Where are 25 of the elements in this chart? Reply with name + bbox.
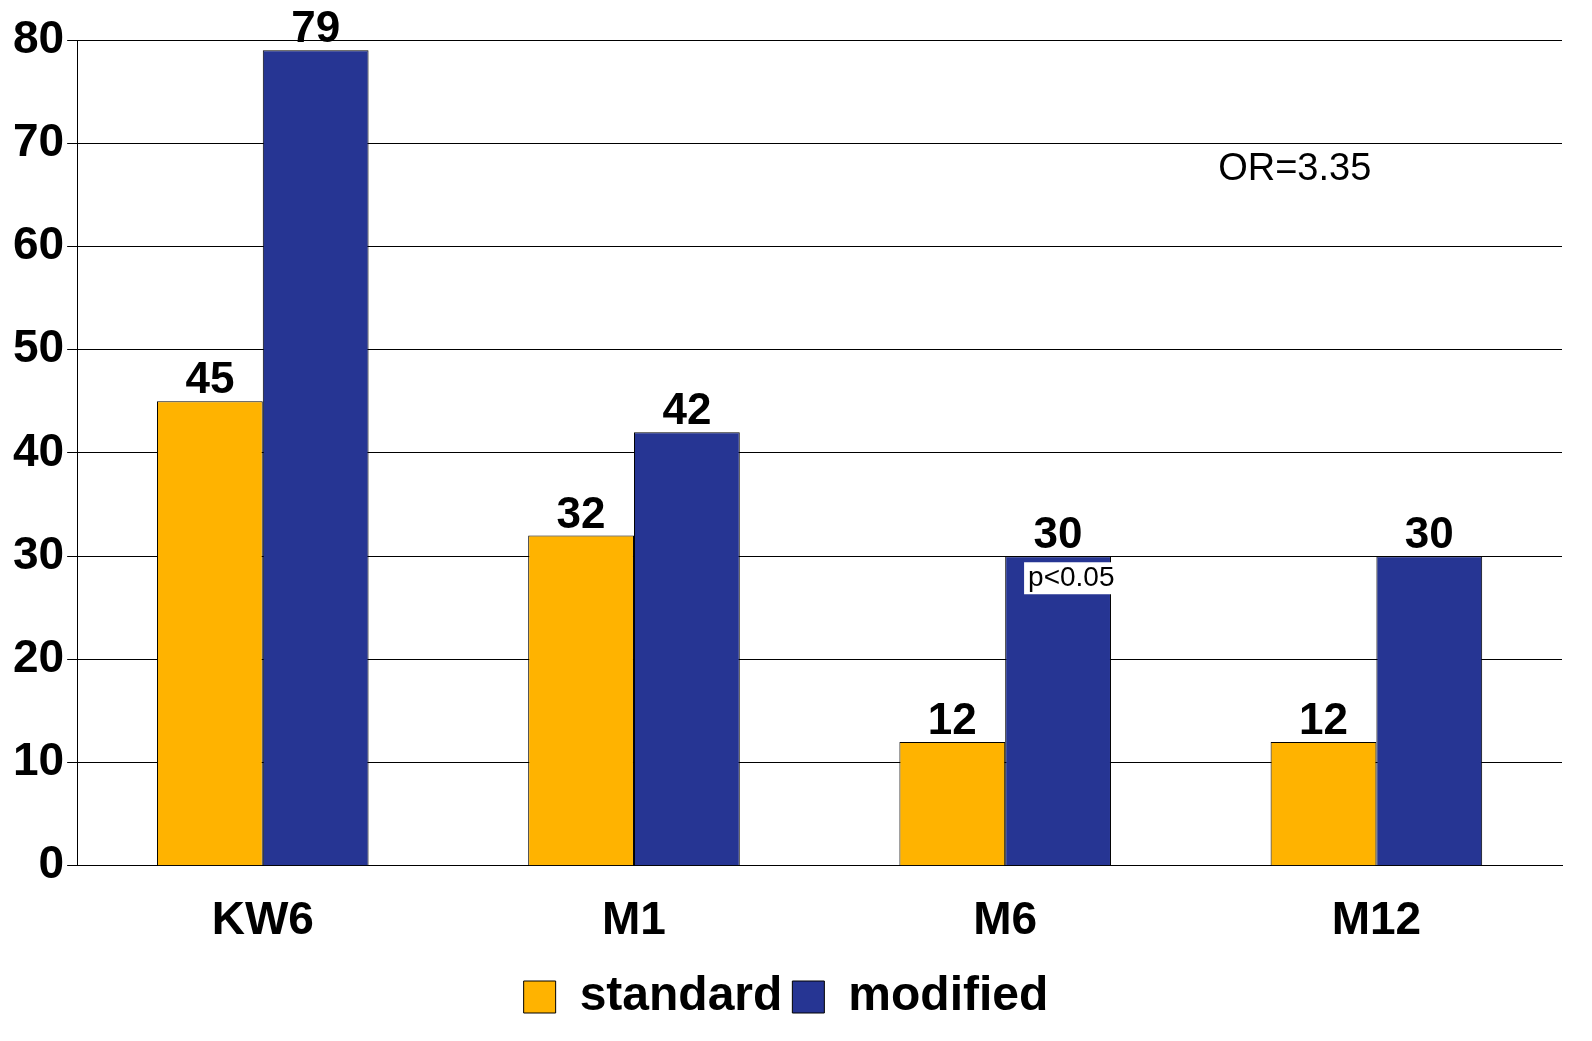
x-tick-label: M6 [973, 892, 1038, 945]
x-tick-label: M1 [602, 892, 666, 945]
legend-label: standard [579, 967, 783, 1021]
data-label: 30 [1033, 508, 1083, 558]
y-tick-label: 30 [12, 526, 65, 579]
y-tick-label: 50 [12, 320, 65, 373]
y-tick-label: 70 [12, 113, 65, 166]
annotation: OR=3.35 [1218, 146, 1372, 189]
y-tick-label: 0 [38, 836, 65, 889]
data-label: 45 [185, 353, 235, 403]
data-label: 30 [1404, 508, 1454, 558]
data-label: 42 [662, 384, 712, 434]
x-tick-label: KW6 [211, 892, 314, 945]
x-tick-label: M12 [1331, 892, 1422, 945]
legend-label: modified [848, 967, 1049, 1021]
y-tick-label: 10 [12, 733, 65, 786]
y-tick-label: 80 [12, 10, 65, 63]
y-tick-label: 40 [12, 423, 65, 476]
data-label: 32 [556, 487, 606, 537]
data-label: 12 [1299, 694, 1348, 744]
data-label: 12 [927, 694, 977, 744]
y-tick-label: 60 [12, 217, 65, 270]
annotation: p<0.05 [1028, 560, 1115, 592]
y-tick-label: 20 [12, 630, 65, 683]
data-label: 79 [291, 2, 341, 52]
